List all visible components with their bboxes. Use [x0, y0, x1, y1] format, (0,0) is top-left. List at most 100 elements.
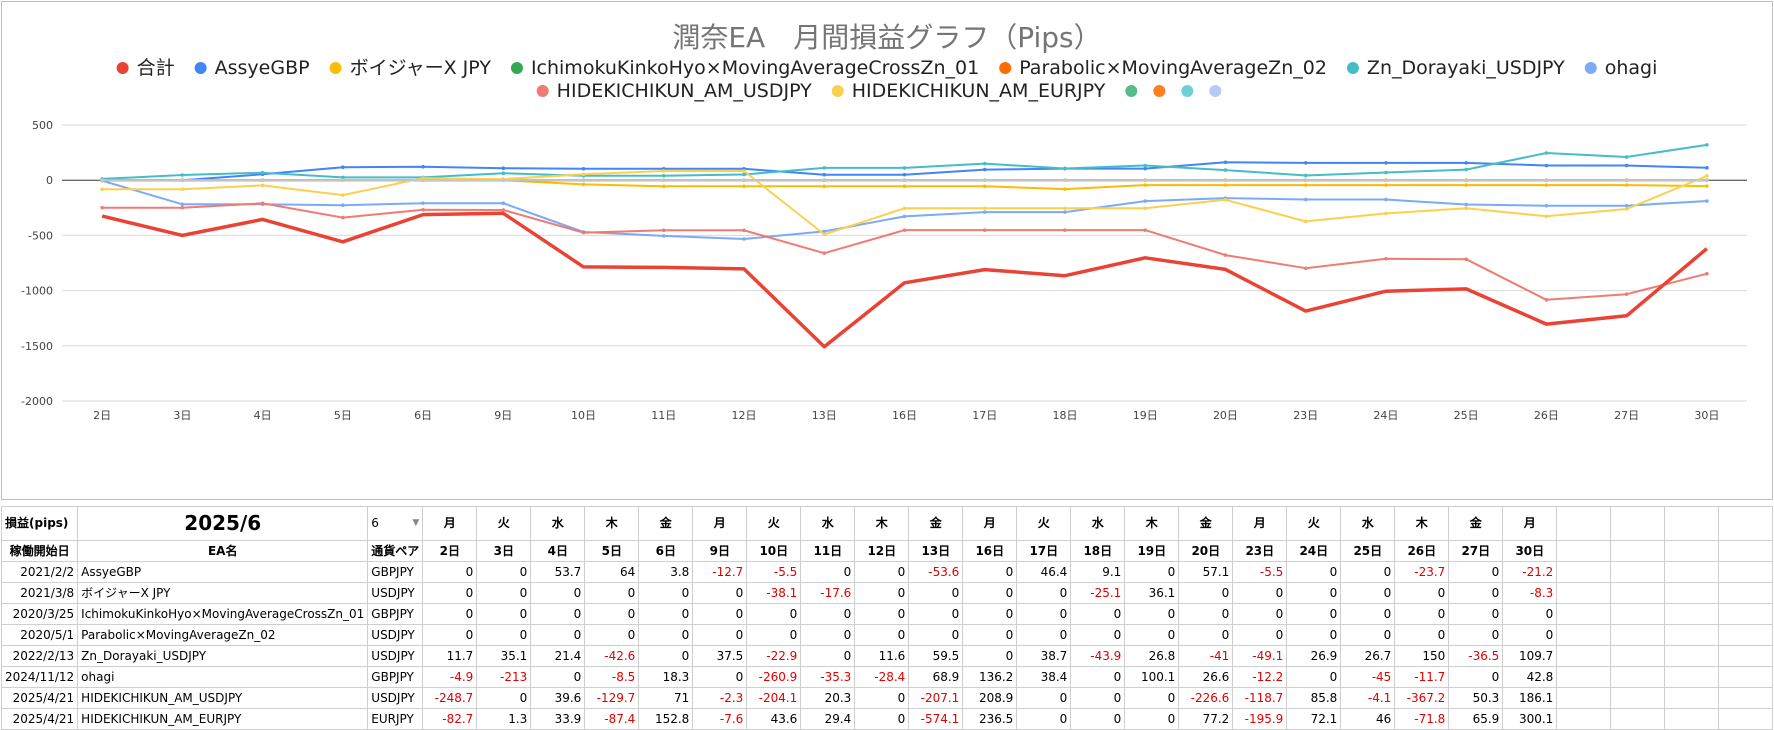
pnl-value-cell[interactable]: 0 — [638, 582, 694, 604]
pnl-value-cell[interactable]: 0 — [1016, 624, 1072, 646]
pnl-value-cell[interactable]: -574.1 — [908, 708, 964, 730]
empty-cell[interactable] — [1556, 506, 1612, 541]
ea-name-cell[interactable]: HIDEKICHIKUN_AM_USDJPY — [77, 687, 369, 709]
ea-name-cell[interactable]: ボイジャーX JPY — [77, 582, 369, 604]
pnl-value-cell[interactable]: 36.1 — [1124, 582, 1180, 604]
pnl-value-cell[interactable]: 0 — [908, 624, 964, 646]
pnl-value-cell[interactable]: -4.1 — [1340, 687, 1396, 709]
pair-cell[interactable]: USDJPY — [367, 624, 424, 646]
pnl-value-cell[interactable]: 0 — [638, 645, 694, 667]
pnl-value-cell[interactable]: 21.4 — [530, 645, 586, 667]
pnl-value-cell[interactable]: 71 — [638, 687, 694, 709]
empty-cell[interactable] — [1718, 582, 1774, 604]
day-header-cell[interactable]: 26日 — [1394, 540, 1450, 562]
pnl-value-cell[interactable]: 0 — [1124, 561, 1180, 583]
pnl-value-cell[interactable]: 0 — [854, 687, 910, 709]
pnl-value-cell[interactable]: 0 — [1016, 603, 1072, 625]
pnl-value-cell[interactable]: -42.6 — [584, 645, 640, 667]
pnl-value-cell[interactable]: 0 — [1232, 582, 1288, 604]
pnl-value-cell[interactable]: 0 — [1286, 582, 1342, 604]
weekday-cell[interactable]: 木 — [1124, 506, 1180, 541]
pnl-value-cell[interactable]: -195.9 — [1232, 708, 1288, 730]
header-pair[interactable]: 通貨ペア — [367, 540, 424, 562]
pnl-value-cell[interactable]: 0 — [584, 582, 640, 604]
pnl-value-cell[interactable]: 0 — [1178, 582, 1234, 604]
pnl-value-cell[interactable]: 0 — [1340, 561, 1396, 583]
empty-cell[interactable] — [1664, 645, 1720, 667]
pnl-value-cell[interactable]: 0 — [1124, 624, 1180, 646]
pnl-value-cell[interactable]: 39.6 — [530, 687, 586, 709]
pnl-value-cell[interactable]: 26.7 — [1340, 645, 1396, 667]
pnl-value-cell[interactable]: 37.5 — [692, 645, 748, 667]
pnl-value-cell[interactable]: 0 — [908, 582, 964, 604]
pnl-value-cell[interactable]: 0 — [1340, 603, 1396, 625]
start-date-cell[interactable]: 2021/2/2 — [0, 561, 79, 583]
pnl-value-cell[interactable]: 0 — [1016, 582, 1072, 604]
pair-cell[interactable]: USDJPY — [367, 687, 424, 709]
pnl-value-cell[interactable]: 0 — [584, 603, 640, 625]
pnl-value-cell[interactable]: 152.8 — [638, 708, 694, 730]
empty-cell[interactable] — [1664, 603, 1720, 625]
pnl-value-cell[interactable]: 0 — [800, 561, 856, 583]
pnl-value-cell[interactable]: 0 — [800, 624, 856, 646]
pnl-value-cell[interactable]: 0 — [1286, 603, 1342, 625]
empty-cell[interactable] — [1664, 540, 1720, 562]
pnl-value-cell[interactable]: 0 — [1502, 603, 1558, 625]
weekday-cell[interactable]: 月 — [1502, 506, 1558, 541]
pnl-value-cell[interactable]: 0 — [1340, 624, 1396, 646]
weekday-cell[interactable]: 水 — [800, 506, 856, 541]
pnl-value-cell[interactable]: -71.8 — [1394, 708, 1450, 730]
pnl-value-cell[interactable]: -36.5 — [1448, 645, 1504, 667]
pnl-value-cell[interactable]: 236.5 — [962, 708, 1018, 730]
pnl-value-cell[interactable]: 0 — [1070, 708, 1126, 730]
pnl-value-cell[interactable]: 0 — [1394, 582, 1450, 604]
weekday-cell[interactable]: 水 — [1340, 506, 1396, 541]
pnl-value-cell[interactable]: 0 — [1286, 624, 1342, 646]
day-header-cell[interactable]: 11日 — [800, 540, 856, 562]
pnl-value-cell[interactable]: 3.8 — [638, 561, 694, 583]
day-header-cell[interactable]: 5日 — [584, 540, 640, 562]
pair-cell[interactable]: GBPJPY — [367, 603, 424, 625]
pnl-value-cell[interactable]: 0 — [854, 582, 910, 604]
pnl-value-cell[interactable]: 0 — [1394, 603, 1450, 625]
empty-cell[interactable] — [1556, 582, 1612, 604]
weekday-cell[interactable]: 火 — [1016, 506, 1072, 541]
start-date-cell[interactable]: 2025/4/21 — [0, 708, 79, 730]
pnl-value-cell[interactable]: 0 — [638, 603, 694, 625]
month-value[interactable]: 6 — [371, 516, 379, 530]
pnl-value-cell[interactable]: 0 — [422, 603, 478, 625]
pnl-value-cell[interactable]: -8.3 — [1502, 582, 1558, 604]
empty-cell[interactable] — [1556, 624, 1612, 646]
pnl-value-cell[interactable]: -12.2 — [1232, 666, 1288, 688]
pnl-value-cell[interactable]: 0 — [1016, 708, 1072, 730]
pnl-value-cell[interactable]: -82.7 — [422, 708, 478, 730]
pnl-value-cell[interactable]: 0 — [1178, 624, 1234, 646]
day-header-cell[interactable]: 27日 — [1448, 540, 1504, 562]
weekday-cell[interactable]: 月 — [962, 506, 1018, 541]
pnl-value-cell[interactable]: 0 — [1448, 561, 1504, 583]
pnl-value-cell[interactable]: -7.6 — [692, 708, 748, 730]
dropdown-arrow-icon[interactable]: ▼ — [412, 518, 420, 528]
pnl-value-cell[interactable]: 136.2 — [962, 666, 1018, 688]
empty-cell[interactable] — [1664, 666, 1720, 688]
pnl-value-cell[interactable]: 9.1 — [1070, 561, 1126, 583]
pnl-value-cell[interactable]: -23.7 — [1394, 561, 1450, 583]
pnl-value-cell[interactable]: 0 — [962, 603, 1018, 625]
empty-cell[interactable] — [1610, 582, 1666, 604]
ea-name-cell[interactable]: ohagi — [77, 666, 369, 688]
empty-cell[interactable] — [1718, 645, 1774, 667]
pnl-value-cell[interactable]: -12.7 — [692, 561, 748, 583]
start-date-cell[interactable]: 2021/3/8 — [0, 582, 79, 604]
day-header-cell[interactable]: 6日 — [638, 540, 694, 562]
pnl-value-cell[interactable]: 0 — [692, 582, 748, 604]
weekday-cell[interactable]: 月 — [692, 506, 748, 541]
pnl-value-cell[interactable]: 0 — [854, 603, 910, 625]
weekday-cell[interactable]: 金 — [908, 506, 964, 541]
day-header-cell[interactable]: 3日 — [476, 540, 532, 562]
empty-cell[interactable] — [1610, 561, 1666, 583]
weekday-cell[interactable]: 火 — [476, 506, 532, 541]
empty-cell[interactable] — [1610, 506, 1666, 541]
pnl-value-cell[interactable]: 0 — [422, 561, 478, 583]
empty-cell[interactable] — [1556, 540, 1612, 562]
pnl-value-cell[interactable]: 0 — [1448, 582, 1504, 604]
